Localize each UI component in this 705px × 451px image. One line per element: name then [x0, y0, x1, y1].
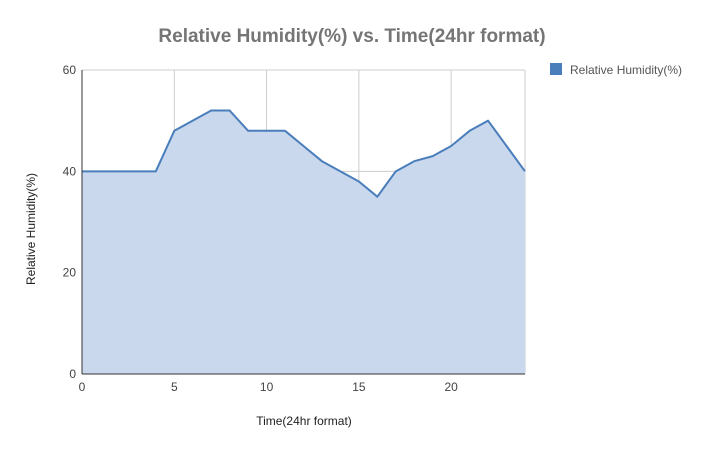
- tick-labels: 0 20 40 60 0 5 10 15 20: [63, 63, 459, 394]
- x-tick-label: 5: [171, 380, 178, 394]
- y-tick-label: 60: [63, 63, 77, 77]
- legend-swatch: [550, 63, 562, 75]
- axes: [81, 70, 525, 375]
- y-tick-label: 0: [69, 367, 76, 381]
- x-tick-label: 20: [444, 380, 458, 394]
- chart-title: Relative Humidity(%) vs. Time(24hr forma…: [158, 26, 545, 47]
- legend-label: Relative Humidity(%): [570, 63, 682, 77]
- series-area: [82, 110, 525, 375]
- series-line: [82, 109, 526, 198]
- x-tick-label: 10: [260, 380, 274, 394]
- x-tick-label: 15: [352, 380, 366, 394]
- legend: Relative Humidity(%): [550, 63, 682, 77]
- y-tick-label: 20: [63, 266, 77, 280]
- y-tick-label: 40: [63, 164, 77, 178]
- plot-area: [82, 109, 526, 375]
- x-tick-label: 0: [79, 380, 86, 394]
- y-axis-label: Relative Humidity(%): [24, 173, 38, 285]
- x-axis-label: Time(24hr format): [256, 414, 352, 428]
